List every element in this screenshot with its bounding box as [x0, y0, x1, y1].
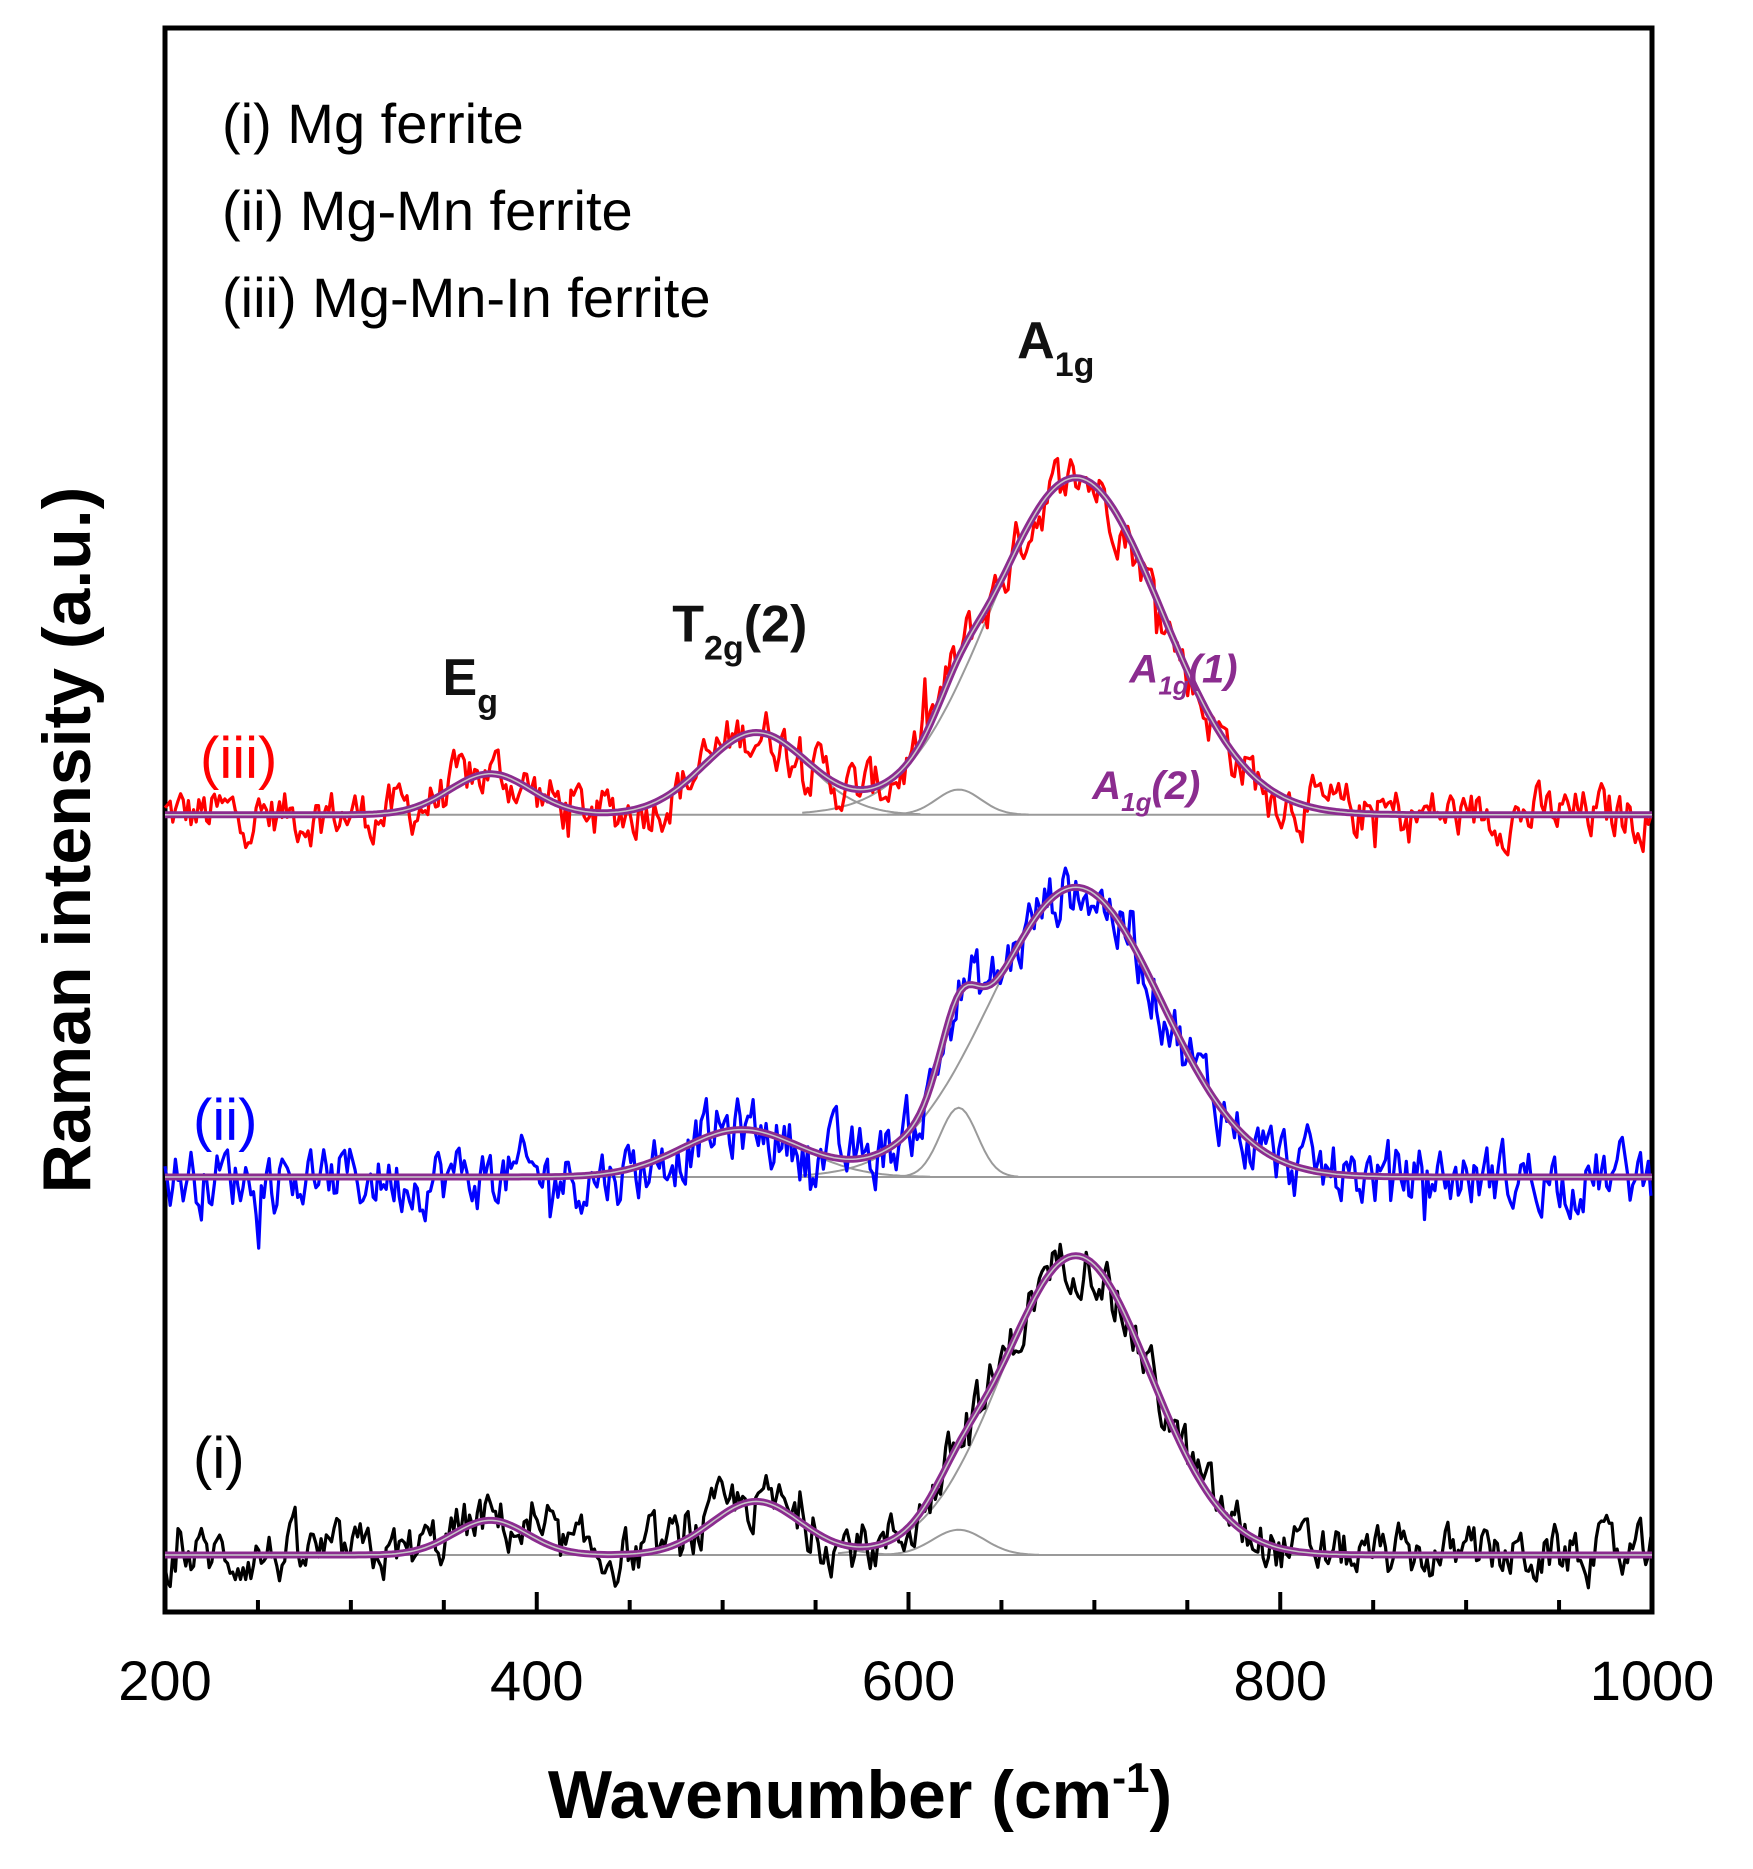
fit-curves [165, 474, 1652, 1559]
fit-curve-iii [165, 474, 1652, 819]
fit-component-i-2 [875, 1528, 1040, 1556]
series-label-ii: (ii) [193, 1088, 257, 1153]
series-label-i: (i) [193, 1426, 245, 1491]
x-axis-title: Wavenumber (cm-1) [548, 1754, 1172, 1833]
fit-component-ii-2 [802, 886, 1349, 1177]
peak-label-0: Eg [443, 649, 498, 721]
spectrum-iii [163, 457, 1653, 857]
peak-label-sub: 1g [1055, 346, 1095, 384]
x-tick-label: 1000 [1590, 1649, 1715, 1712]
peak-label-sub: 2g [704, 630, 744, 668]
peak-label-sub: g [477, 683, 498, 721]
legend-entry-i: (i) Mg ferrite [222, 92, 524, 155]
peak-label-main: E [443, 649, 478, 707]
fit-curve-highlight-i [165, 1254, 1652, 1556]
peak-label-tail: (2) [744, 596, 808, 654]
peak-label-main: A [1017, 312, 1055, 370]
y-axis-title: Raman intensity (a.u.) [29, 487, 105, 1194]
fit-curve-highlight-iii [165, 476, 1652, 816]
spectra [163, 457, 1653, 1590]
fit-label-main: A [1091, 764, 1121, 808]
x-axis-title-main: Wavenumber (cm [548, 1757, 1112, 1833]
peak-label-2: A1g [1017, 312, 1094, 384]
series-label-iii: (iii) [200, 726, 277, 791]
legend: (i) Mg ferrite (ii) Mg-Mn ferrite (iii) … [222, 92, 710, 329]
fit-component-iii-2 [887, 788, 1029, 816]
fit-curve-ii [165, 883, 1652, 1181]
spectrum-ii [163, 866, 1653, 1250]
x-tick-label: 400 [490, 1649, 583, 1712]
fit-label-tail: (2) [1151, 764, 1200, 808]
peak-label-main: T [672, 596, 704, 654]
series-labels: (iii) (ii) (i) [193, 726, 277, 1491]
fit-curve-i [165, 1252, 1652, 1559]
fit-component-iii-3 [802, 476, 1349, 814]
legend-entry-ii: (ii) Mg-Mn ferrite [222, 179, 633, 242]
fit-component-ii-1 [899, 1106, 1019, 1178]
fit-curve-highlight-ii [165, 886, 1652, 1178]
fit-component-i-3 [837, 1254, 1314, 1555]
fit-label-0: A1g(1) [1128, 647, 1237, 700]
fit-label-tail: (1) [1189, 647, 1238, 691]
fit-label-1: A1g(2) [1091, 764, 1200, 817]
fit-label-sub: 1g [1158, 670, 1188, 700]
spectrum-i [163, 1242, 1653, 1590]
x-axis-ticks: 200 400 600 800 1000 [118, 1592, 1714, 1712]
x-axis-title-close: ) [1150, 1757, 1173, 1833]
x-axis-title-sup: -1 [1112, 1754, 1149, 1801]
peak-label-1: T2g(2) [672, 596, 807, 668]
fit-labels: A1g(1)A1g(2) [1091, 647, 1237, 817]
x-tick-label: 600 [862, 1649, 955, 1712]
legend-entry-iii: (iii) Mg-Mn-In ferrite [222, 266, 710, 329]
fit-label-sub: 1g [1121, 787, 1151, 817]
x-tick-label: 200 [118, 1649, 211, 1712]
fit-components [359, 476, 1349, 1556]
fit-label-main: A [1128, 647, 1158, 691]
x-tick-label: 800 [1234, 1649, 1327, 1712]
peak-labels: Eg T2g(2) A1g [443, 312, 1095, 721]
